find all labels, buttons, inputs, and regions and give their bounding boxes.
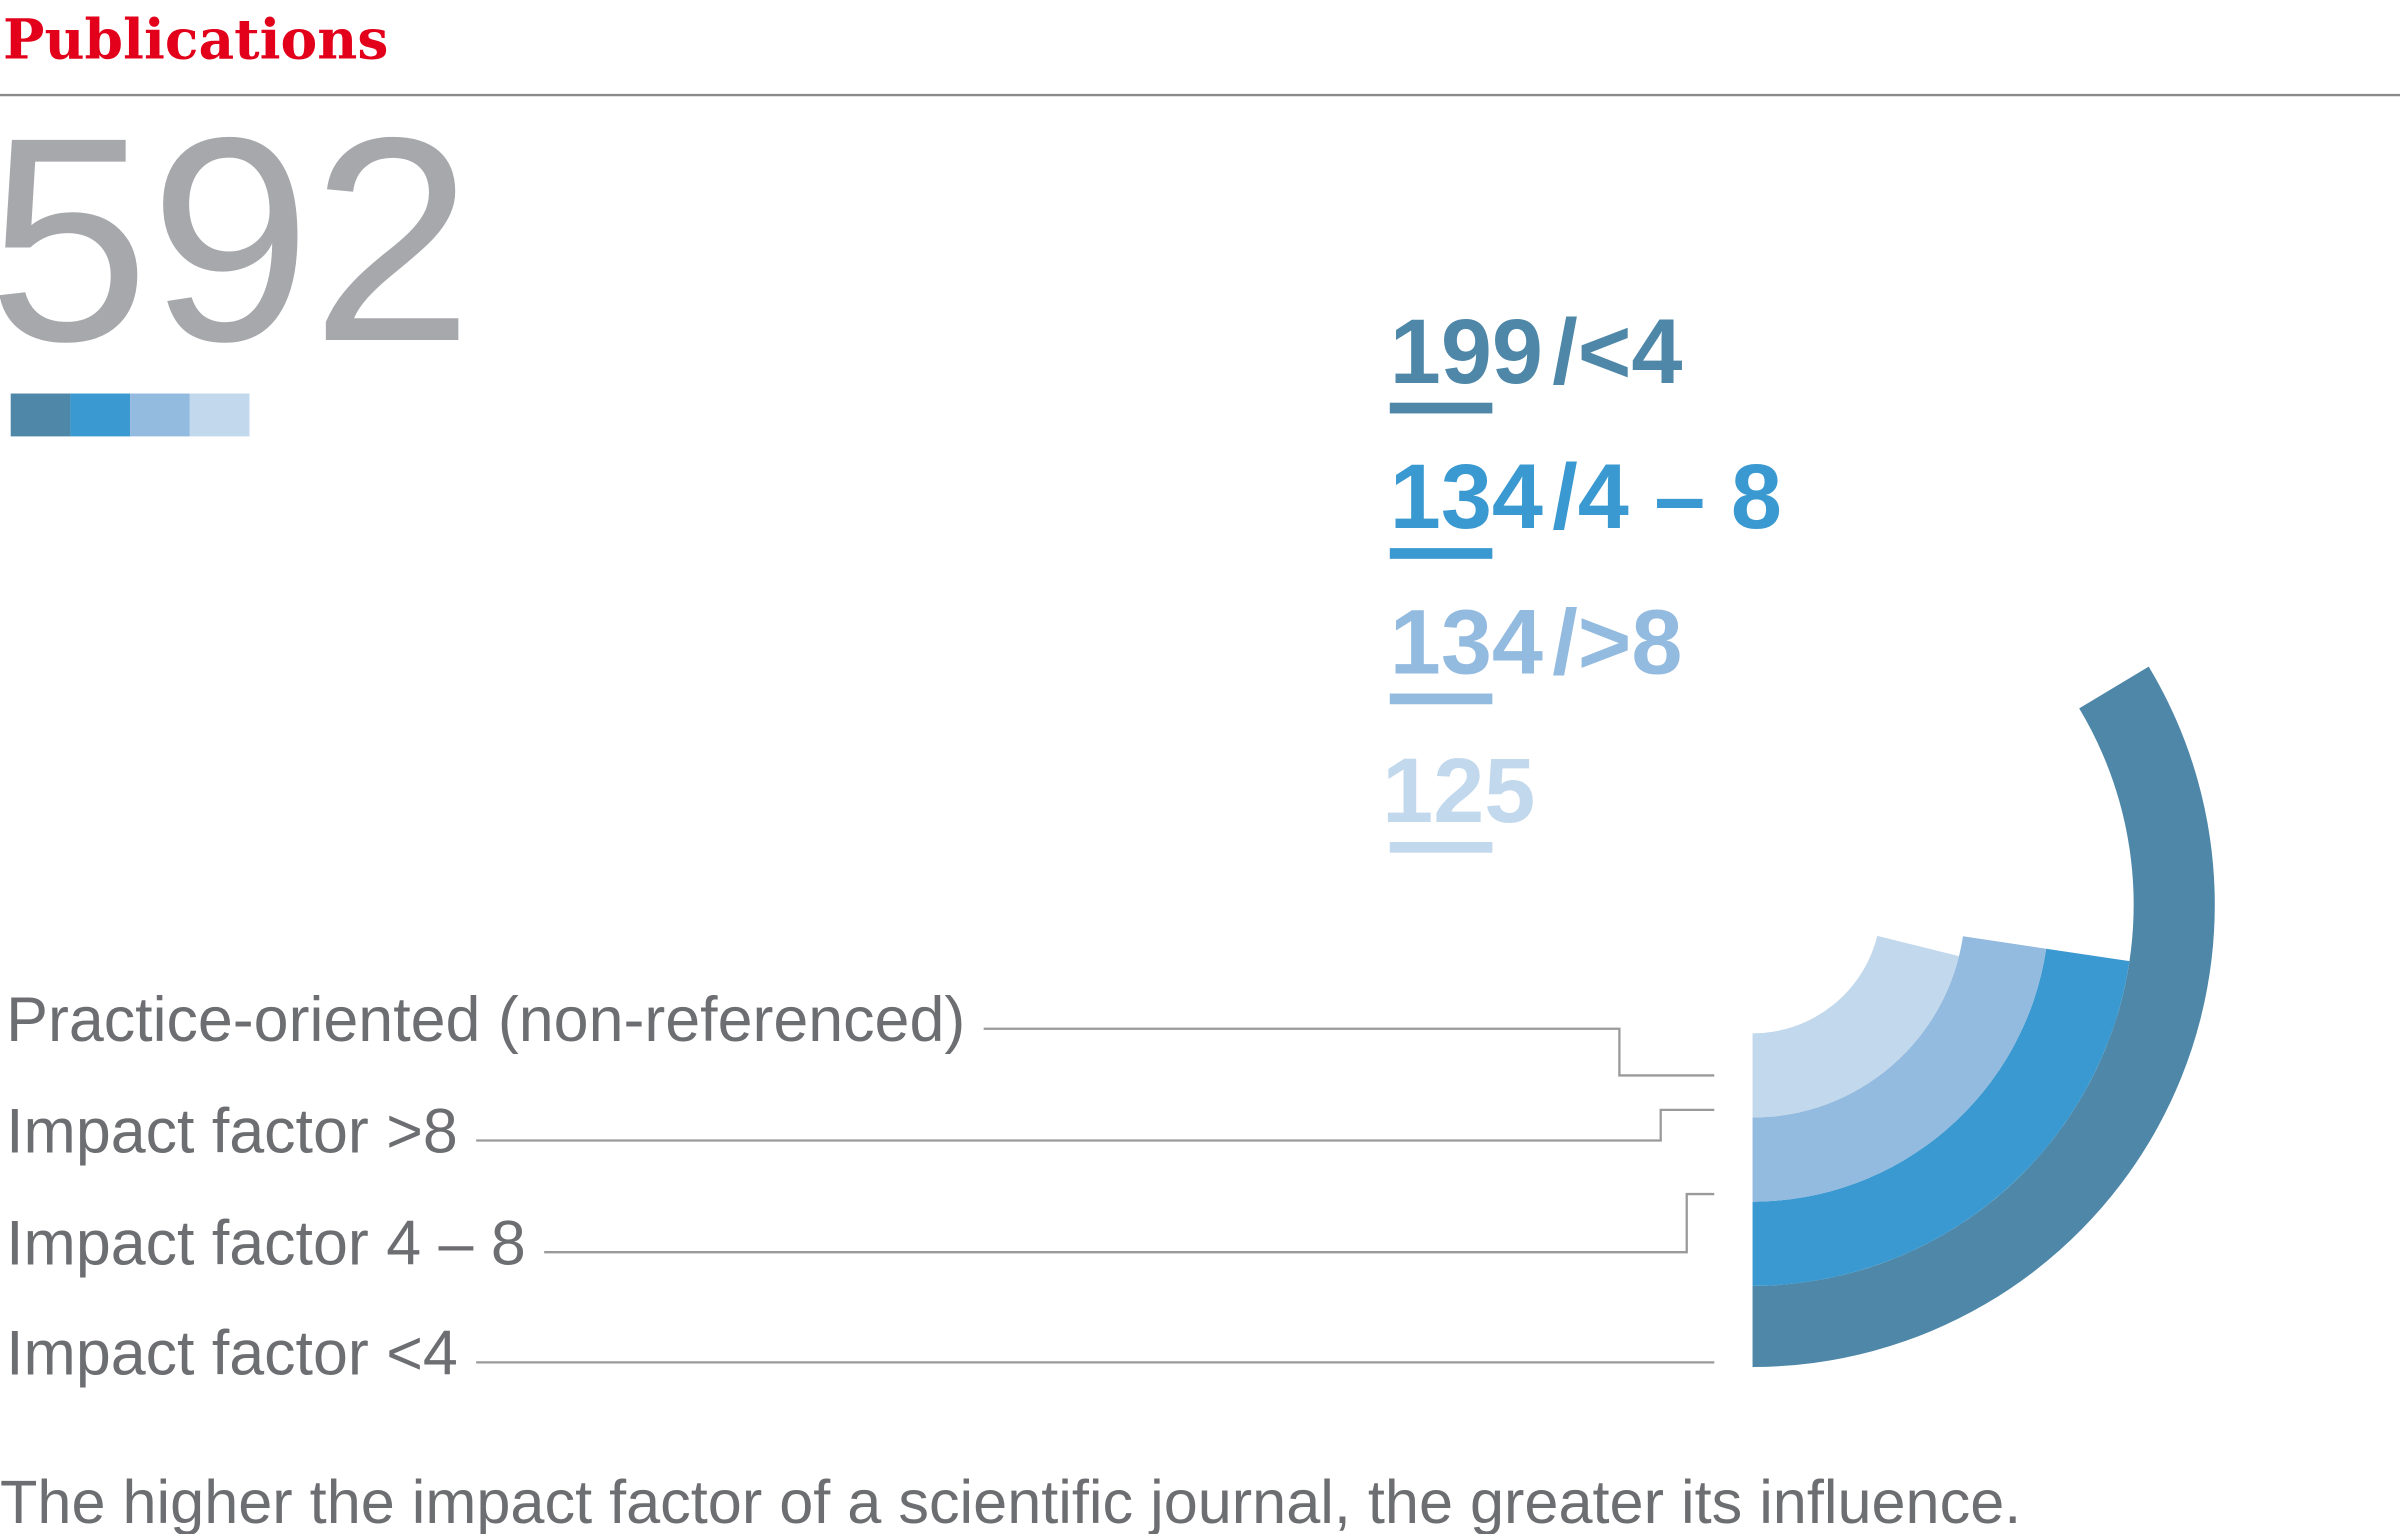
value-label: 134/4 – 8 <box>1390 446 1782 548</box>
leader-line <box>476 1108 1715 1142</box>
value-underline <box>1389 693 1493 705</box>
value-number: 134 <box>1390 446 1543 548</box>
value-number: 199 <box>1390 301 1543 403</box>
legend-swatch <box>70 393 131 437</box>
value-label: 134/>8 <box>1390 592 1683 694</box>
leader-line <box>544 1192 1715 1254</box>
value-underline <box>1389 402 1493 414</box>
caption: The higher the impact factor of a scient… <box>0 1468 2021 1534</box>
category-label: Impact factor 4 – 8 <box>6 1208 526 1278</box>
arc-bar <box>1752 936 2047 1202</box>
value-category: /<4 <box>1552 301 1682 403</box>
category-label: Impact factor >8 <box>6 1097 458 1167</box>
value-category: /4 – 8 <box>1552 446 1782 548</box>
total: 592 <box>0 77 473 402</box>
legend-swatch <box>130 393 190 437</box>
value-underline <box>1389 548 1493 559</box>
arc-bar <box>1752 948 2130 1286</box>
legend-swatch <box>10 393 71 437</box>
value-number: 125 <box>1382 740 1535 842</box>
legend-swatch <box>189 393 250 437</box>
arc-bar <box>1752 935 1959 1118</box>
value-label: 199/<4 <box>1390 301 1683 403</box>
value-underline <box>1389 842 1493 853</box>
category-label: Impact factor <4 <box>6 1319 458 1389</box>
value-label: 125 <box>1382 740 1535 842</box>
category-label: Practice-oriented (non-referenced) <box>6 985 965 1055</box>
value-category: />8 <box>1552 592 1682 694</box>
arc-bar <box>1752 666 2215 1367</box>
value-number: 134 <box>1390 592 1543 694</box>
leader-line <box>983 1027 1715 1077</box>
chart-title: Publications <box>3 6 388 71</box>
